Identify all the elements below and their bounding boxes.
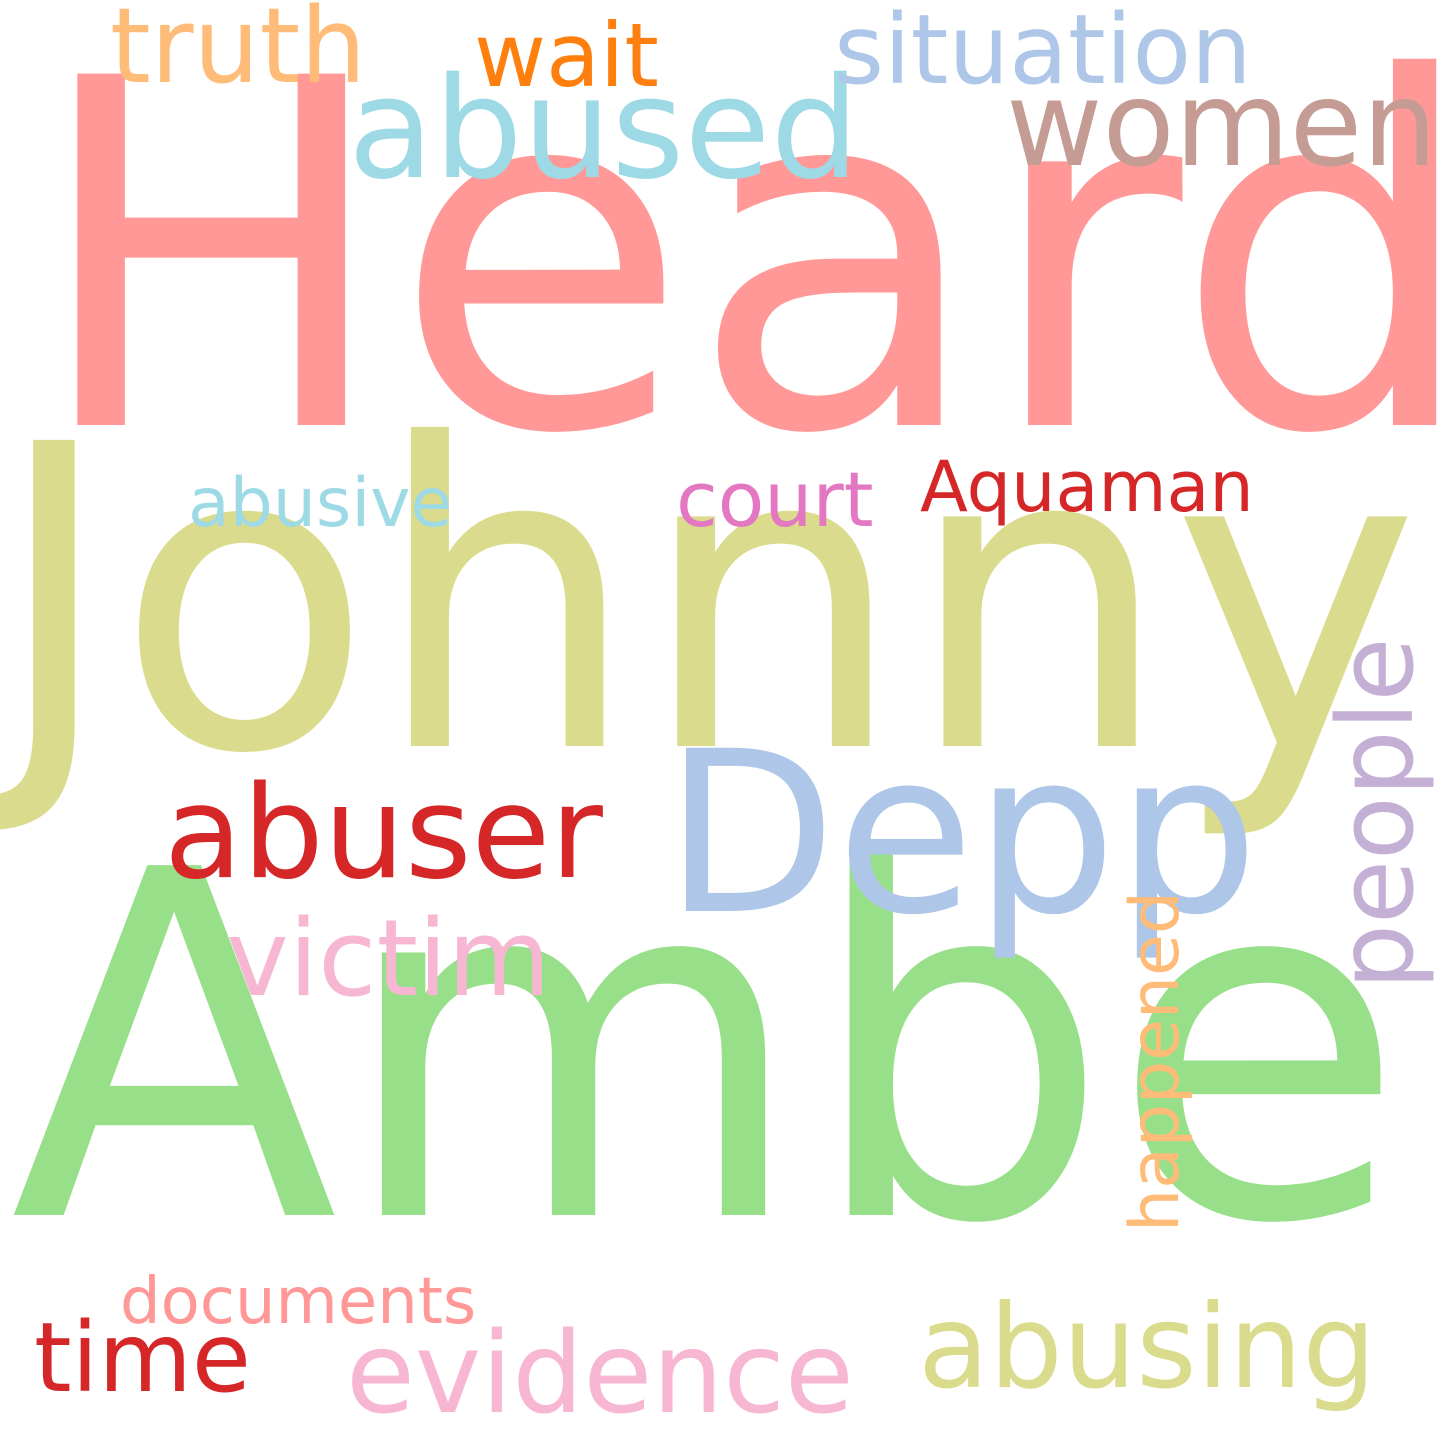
word-abuser: abuser (164, 759, 603, 908)
word-court: court (676, 455, 874, 544)
word-johnny: Johnny (0, 357, 1420, 846)
word-abused: abused (348, 48, 860, 211)
word-heard: Heard (30, 0, 1440, 539)
word-victim: victim (226, 897, 551, 1020)
word-happened: happened (1116, 890, 1195, 1232)
word-abusive: abusive (188, 464, 453, 543)
word-situation: situation (834, 0, 1252, 106)
word-evidence: evidence (346, 1309, 854, 1439)
word-time: time (34, 1302, 251, 1414)
word-truth: truth (110, 0, 367, 107)
word-wait: wait (474, 4, 659, 107)
word-amber: Amber (10, 770, 1440, 1329)
word-documents: documents (120, 1265, 477, 1339)
word-aquaman: Aquaman (920, 446, 1254, 528)
word-abusing: abusing (918, 1280, 1377, 1415)
word-depp: Depp (664, 703, 1259, 964)
word-women: women (1006, 55, 1438, 193)
word-people: people (1315, 637, 1437, 990)
